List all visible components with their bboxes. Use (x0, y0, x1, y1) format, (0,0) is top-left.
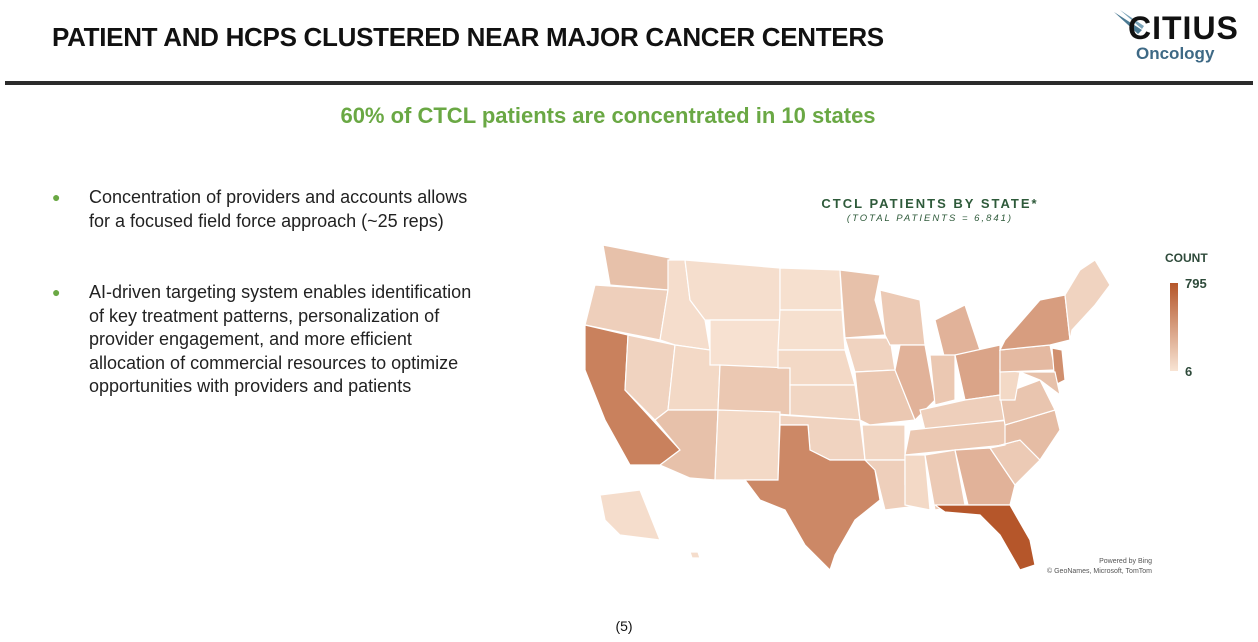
state-mn (839, 269, 886, 339)
bullet-item: ● Concentration of providers and accounts… (52, 186, 472, 233)
map-attribution: Powered by Bing (1099, 558, 1152, 565)
state-in (929, 354, 956, 406)
state-sd (777, 309, 846, 351)
logo-swoosh-icon (1114, 10, 1144, 34)
state-ia (844, 337, 896, 373)
state-ne_region (1064, 259, 1111, 341)
state-wi (879, 289, 926, 346)
bullet-text: AI-driven targeting system enables ident… (89, 282, 472, 396)
state-fl (933, 504, 1036, 571)
map-attribution-sources: © GeoNames, Microsoft, TomTom (1047, 568, 1152, 575)
state-ms (904, 454, 931, 511)
map-subtitle: (TOTAL PATIENTS = 6,841) (846, 213, 1014, 224)
header-divider (5, 81, 1253, 85)
state-nm (714, 409, 781, 481)
map-title: CTCL PATIENTS BY STATE* (821, 196, 1039, 211)
bullet-icon: ● (52, 189, 61, 205)
state-hi (689, 551, 701, 559)
state-ny (998, 294, 1071, 351)
slide-subtitle: 60% of CTCL patients are concentrated in… (340, 103, 876, 128)
bullet-list: ● Concentration of providers and accounts… (52, 186, 472, 447)
state-wy (709, 319, 781, 369)
state-nd (779, 267, 843, 311)
state-md (1019, 371, 1061, 397)
citius-oncology-logo: CITIUS Oncology (1112, 6, 1252, 66)
legend-title: COUNT (1165, 251, 1208, 265)
legend-min: 6 (1185, 364, 1193, 379)
state-co (717, 364, 791, 416)
state-tx (743, 424, 881, 572)
state-ar (861, 424, 906, 461)
bullet-icon: ● (52, 284, 61, 300)
state-ak (599, 489, 661, 541)
legend-max: 795 (1185, 276, 1207, 291)
state-oh (954, 344, 1001, 401)
footnote: (5) (615, 618, 633, 634)
bullet-text: Concentration of providers and accounts … (89, 187, 468, 231)
state-mt (684, 259, 781, 321)
slide-title: PATIENT AND HCPS CLUSTERED NEAR MAJOR CA… (52, 22, 884, 52)
logo-text: CITIUS (1128, 10, 1239, 46)
state-ne (777, 349, 856, 386)
bullet-item: ● AI-driven targeting system enables iden… (52, 281, 472, 399)
state-ks (789, 384, 861, 421)
logo-subtext: Oncology (1136, 44, 1215, 63)
state-nc (989, 409, 1061, 461)
state-ga (954, 447, 1016, 506)
legend-color-scale (1170, 283, 1178, 371)
state-wa (602, 244, 671, 291)
